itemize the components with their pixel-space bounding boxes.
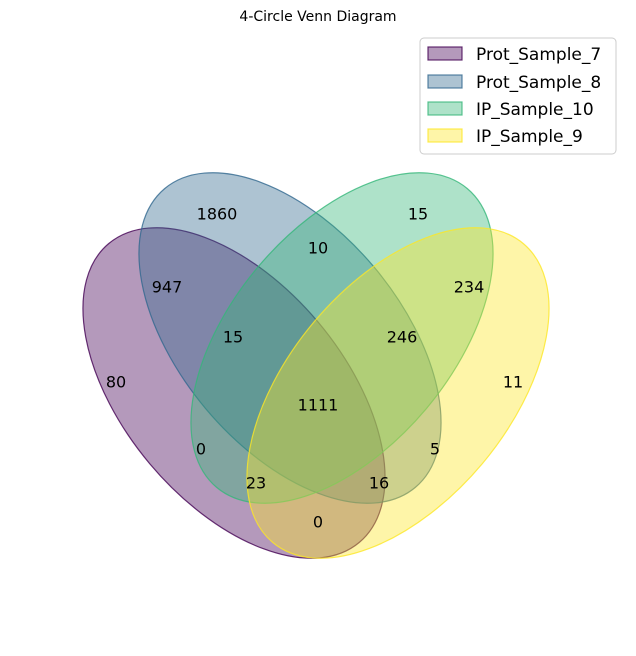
legend-entry: Prot_Sample_7 [427, 45, 601, 65]
region-count-label: 0 [196, 440, 206, 459]
venn-ellipse [190, 172, 494, 504]
legend-entry: IP_Sample_9 [427, 127, 583, 147]
legend-label: IP_Sample_9 [476, 127, 583, 147]
legend: Prot_Sample_7 Prot_Sample_8 IP_Sample_10… [419, 37, 617, 155]
region-count-label: 0 [313, 513, 323, 532]
venn-ellipse [82, 227, 386, 559]
venn-ellipses [82, 172, 550, 559]
legend-swatch [427, 74, 463, 89]
region-count-label: 234 [454, 278, 485, 297]
legend-entry: IP_Sample_10 [427, 100, 594, 120]
region-count-label: 1111 [298, 396, 339, 415]
legend-swatch [427, 128, 463, 143]
legend-label: Prot_Sample_8 [476, 73, 601, 93]
region-count-label: 15 [408, 205, 428, 224]
region-count-label: 80 [106, 373, 126, 392]
region-count-label: 947 [152, 278, 183, 297]
legend-entry: Prot_Sample_8 [427, 73, 601, 93]
legend-swatch [427, 46, 463, 61]
diagram-title: 4-Circle Venn Diagram [239, 9, 396, 25]
legend-swatch [427, 101, 463, 116]
region-count-label: 1860 [197, 205, 238, 224]
region-count-label: 23 [246, 474, 266, 493]
region-count-label: 11 [503, 373, 523, 392]
legend-label: Prot_Sample_7 [476, 45, 601, 65]
legend-box [419, 37, 617, 155]
region-count-label: 5 [430, 440, 440, 459]
region-count-label: 15 [223, 328, 243, 347]
region-count-label: 10 [308, 239, 328, 258]
region-count-label: 246 [387, 328, 418, 347]
legend-label: IP_Sample_10 [476, 100, 594, 120]
region-count-label: 16 [369, 474, 389, 493]
venn-ellipse [138, 172, 442, 504]
venn-ellipse [246, 227, 550, 559]
